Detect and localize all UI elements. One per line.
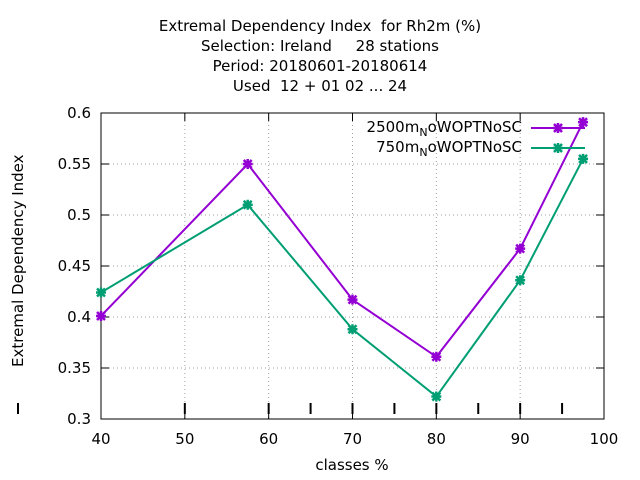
- title-line-4: Used 12 + 01 02 ... 24: [232, 77, 408, 95]
- y-tick-label: 0.45: [58, 257, 91, 275]
- legend-entry-2: 750mNoWOPTNoSC: [376, 138, 522, 159]
- x-tick-label: 40: [91, 430, 110, 448]
- legend-entry-1: 2500mNoWOPTNoSC: [367, 118, 522, 139]
- y-tick-label: 0.55: [58, 155, 91, 173]
- data-point-2: [578, 153, 589, 164]
- title-line-2: Selection: Ireland 28 stations: [201, 37, 439, 55]
- legend-entry-2-sub: N: [419, 146, 428, 159]
- legend-marker-2: [553, 143, 563, 153]
- data-point-2: [96, 287, 106, 298]
- data-point-1: [578, 117, 589, 128]
- y-axis-label: Extremal Dependency Index: [9, 154, 27, 367]
- y-tick-label: 0.35: [58, 359, 91, 377]
- legend-entry-2-main: 750m: [376, 138, 420, 156]
- y-tick-label: 0.4: [67, 308, 91, 326]
- x-tick-label: 90: [511, 430, 530, 448]
- legend-entry-1-rest: oWOPTNoSC: [427, 118, 522, 136]
- x-tick-label: 70: [343, 430, 362, 448]
- title-line-1: Extremal Dependency Index for Rh2m (%): [158, 17, 482, 35]
- x-tick-label: 80: [427, 430, 446, 448]
- data-point-1: [431, 351, 442, 362]
- data-point-2: [515, 275, 526, 286]
- data-point-1: [96, 310, 106, 321]
- y-tick-label: 0.6: [67, 104, 91, 122]
- x-tick-label: 60: [259, 430, 278, 448]
- legend-entry-2-rest: oWOPTNoSC: [427, 138, 522, 156]
- legend-entry-1-main: 2500m: [366, 118, 420, 136]
- data-point-1: [347, 294, 358, 305]
- y-tick-label: 0.5: [67, 206, 91, 224]
- x-tick-label: 100: [590, 430, 619, 448]
- y-tick-label: 0.3: [67, 410, 91, 428]
- legend-entry-1-sub: N: [419, 126, 428, 139]
- title-line-3: Period: 20180601-20180614: [212, 57, 428, 75]
- data-point-1: [242, 159, 253, 169]
- data-point-2: [347, 324, 358, 335]
- data-point-2: [431, 391, 442, 402]
- series-line-2: [100, 158, 584, 398]
- data-point-1: [515, 243, 526, 254]
- data-point-2: [242, 199, 253, 210]
- x-axis-label: classes %: [315, 456, 389, 474]
- x-tick-label: 50: [175, 430, 194, 448]
- series-line-1: [100, 121, 584, 359]
- legend-marker-1: [553, 123, 563, 133]
